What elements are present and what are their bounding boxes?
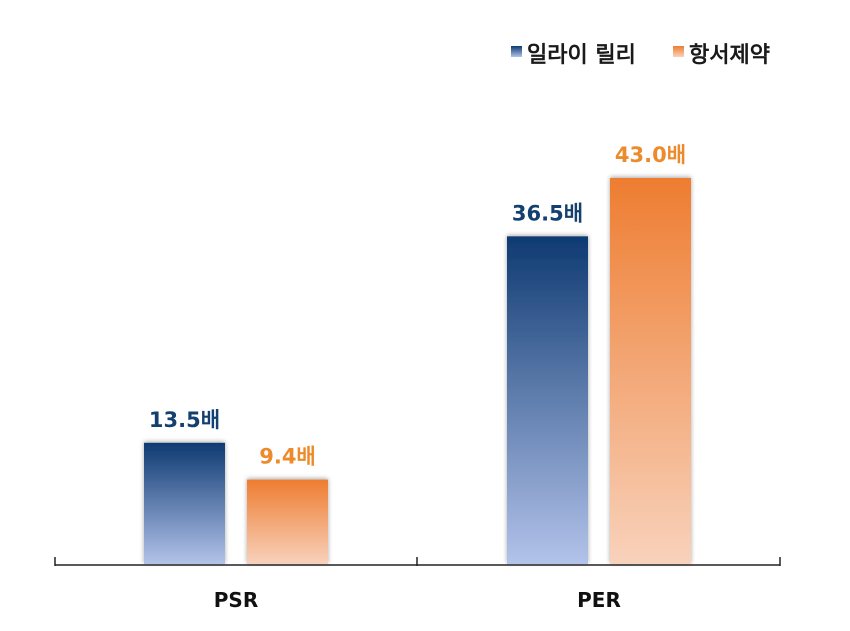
legend: 일라이 릴리 항서제약: [511, 43, 770, 68]
bar-per-series-1: [610, 178, 691, 564]
category-labels-group: PSR PER: [214, 588, 621, 612]
value-label-psr-series-1: 9.4배: [259, 445, 316, 469]
legend-label-1: 항서제약: [689, 43, 770, 68]
value-label-per-series-1: 43.0배: [615, 143, 686, 167]
legend-swatch-1: [673, 46, 684, 57]
category-label-psr: PSR: [214, 588, 258, 612]
legend-swatch-0: [511, 46, 522, 57]
category-label-per: PER: [577, 588, 621, 612]
bar-psr-series-0: [144, 442, 225, 564]
value-label-per-series-0: 36.5배: [512, 201, 583, 225]
bar-psr-series-1: [247, 479, 328, 564]
value-labels-group: 13.5배 9.4배 36.5배 43.0배: [149, 143, 686, 469]
x-axis: [54, 557, 781, 566]
value-label-psr-series-0: 13.5배: [149, 408, 220, 432]
bars-group: [144, 178, 691, 565]
bar-per-series-0: [507, 236, 588, 565]
legend-label-0: 일라이 릴리: [527, 43, 636, 68]
